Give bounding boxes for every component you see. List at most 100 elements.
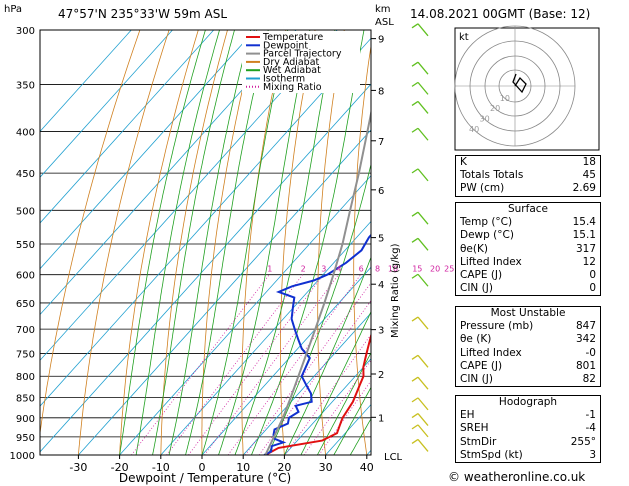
pressure-tick-label: 400: [16, 128, 35, 139]
datetime-title: 14.08.2021 00GMT (Base: 12): [410, 7, 591, 21]
index-row: PW (cm) 2.69: [456, 182, 600, 195]
pressure-tick-label: 650: [16, 299, 35, 310]
wet-adiabat-line: [251, 30, 365, 455]
wet-adiabat-line: [333, 386, 371, 455]
isotherm-line: [78, 129, 371, 455]
isotherm-line: [284, 358, 371, 455]
hodo-value: -1: [585, 409, 596, 422]
wind-barb: [417, 273, 429, 287]
temperature-tick-label: 20: [277, 461, 291, 474]
wind-barb-flag: [411, 438, 419, 444]
index-label: K: [460, 156, 467, 168]
mu-value: 801: [575, 359, 596, 372]
dry-adiabat-line: [241, 30, 287, 455]
dry-adiabat-line: [201, 30, 258, 455]
wet-adiabat-line: [152, 30, 235, 455]
mixing-ratio-line: [303, 359, 371, 455]
wind-barb: [417, 23, 429, 37]
wind-barb: [417, 376, 429, 390]
wind-barb-flag: [411, 100, 419, 106]
legend-entry: Temperature: [262, 32, 323, 43]
location-title: 47°57'N 235°33'W 59m ASL: [58, 7, 228, 21]
pressure-tick-label: 600: [16, 271, 35, 282]
mixing-ratio-label: 10: [388, 265, 398, 274]
mu-value: -0: [585, 346, 596, 359]
legend-entry: Dewpoint: [263, 40, 308, 51]
legend-entry: Wet Adiabat: [263, 65, 321, 76]
temperature-tick-label: 0: [199, 461, 206, 474]
hodo-value: 3: [589, 448, 596, 461]
mu-label: CAPE (J): [460, 359, 503, 372]
mixing-ratio-line: [131, 274, 270, 455]
hodo-label: StmSpd (kt): [460, 448, 523, 461]
most-unstable-table: Most Unstable Pressure (mb) 847 θe (K) 342…: [455, 306, 601, 388]
pressure-unit-label: hPa: [4, 4, 23, 15]
index-label: PW (cm): [460, 182, 505, 195]
most-unstable-title: Most Unstable: [490, 307, 566, 319]
wet-adiabat-line: [284, 256, 371, 455]
surface-value: 0: [589, 268, 596, 281]
isotherm-line: [40, 30, 132, 133]
pressure-tick-label: 350: [16, 80, 35, 91]
index-value: 2.69: [572, 182, 596, 195]
mu-value: 847: [575, 320, 596, 333]
dry-adiabat-line: [423, 30, 450, 455]
dry-adiabat-line: [607, 30, 629, 455]
mu-label: CIN (J): [460, 372, 493, 385]
mixing-ratio-axis-label: Mixing Ratio (g/kg): [390, 243, 401, 338]
isotherm-line: [40, 83, 371, 453]
mixing-ratio-label: 8: [375, 265, 380, 274]
wind-barb-flag: [411, 23, 419, 29]
dry-adiabat-line: [353, 43, 371, 455]
dry-adiabat-line: [160, 30, 228, 455]
mixing-ratio-line: [166, 274, 304, 455]
wind-barb-flag: [411, 397, 419, 403]
lcl-label: LCL: [384, 452, 403, 463]
surface-label: Temp (°C): [460, 216, 513, 229]
surface-table: Surface Temp (°C) 15.4 Dewp (°C) 15.1 θe(K…: [455, 202, 601, 297]
pressure-tick-label: 1000: [10, 451, 35, 462]
height-tick-label: 8: [378, 86, 384, 97]
mixing-ratio-label: 2: [301, 265, 306, 274]
wind-barb: [417, 413, 429, 426]
pressure-tick-label: 850: [16, 394, 35, 405]
wind-barb: [417, 354, 429, 368]
temperature-profile: [264, 332, 371, 455]
mixing-ratio-label: 1: [267, 265, 272, 274]
wind-barb: [417, 237, 429, 251]
indices-table: K 18 Totals Totals 45 PW (cm) 2.69: [455, 155, 601, 197]
wet-adiabat-line: [119, 30, 206, 455]
wet-adiabat-line: [234, 30, 336, 455]
hodo-value: 255°: [570, 435, 596, 448]
mu-value: 82: [582, 372, 596, 385]
isotherm-line: [40, 30, 256, 270]
legend-entry: Dry Adiabat: [263, 57, 320, 68]
wind-barb: [417, 168, 429, 182]
wind-barb-flag: [411, 168, 419, 174]
asl-unit-label: ASL: [375, 17, 394, 28]
height-tick-label: 2: [378, 370, 384, 381]
pressure-tick-label: 800: [16, 372, 35, 383]
wind-barb: [417, 127, 429, 141]
index-row: Totals Totals 45: [456, 169, 600, 182]
dry-adiabat-line: [119, 30, 199, 455]
surface-value: 0: [589, 282, 596, 295]
x-axis-label: Dewpoint / Temperature (°C): [119, 471, 291, 485]
hodograph-unit-label: kt: [459, 32, 469, 43]
wind-barb: [417, 61, 429, 75]
wind-barb-flag: [411, 81, 419, 87]
isotherm-line: [40, 30, 297, 316]
isotherm-line: [160, 220, 371, 455]
mixing-ratio-label: 4: [336, 265, 341, 274]
hodograph-ring-label: 20: [490, 104, 500, 113]
hodo-label: EH: [460, 409, 475, 422]
wind-barb: [417, 211, 429, 225]
wet-adiabat-line: [185, 30, 269, 455]
isotherm-line: [242, 312, 371, 455]
wind-barb: [417, 81, 429, 95]
wind-barb: [417, 316, 429, 330]
mixing-ratio-label: 6: [359, 265, 364, 274]
hodograph-title: Hodograph: [498, 396, 558, 408]
